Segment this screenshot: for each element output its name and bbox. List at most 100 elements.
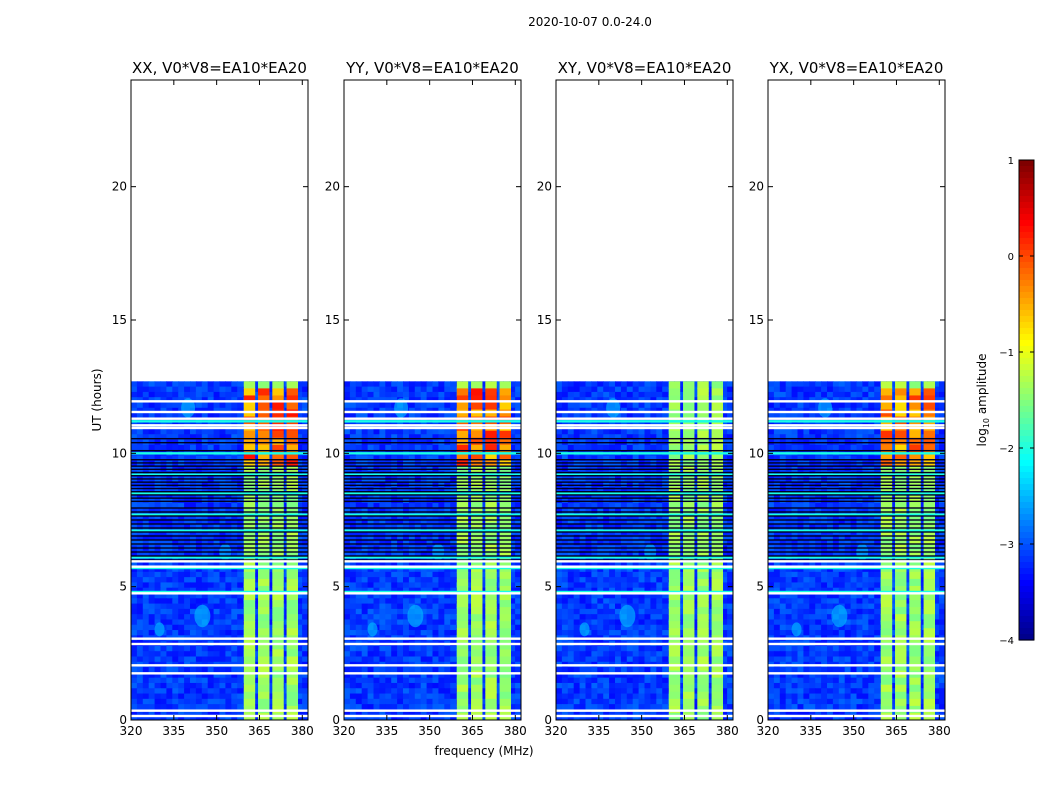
heatmap-cell bbox=[397, 678, 404, 684]
rfi-band-cell bbox=[471, 685, 482, 693]
heatmap-cell bbox=[374, 429, 381, 435]
heatmap-cell bbox=[391, 604, 398, 610]
dark-line bbox=[344, 485, 521, 486]
heatmap-cell bbox=[379, 524, 386, 530]
heatmap-cell bbox=[131, 508, 138, 514]
heatmap-cell bbox=[220, 619, 227, 625]
heatmap-cell bbox=[444, 381, 451, 387]
emission-blob bbox=[407, 605, 423, 627]
heatmap-cell bbox=[237, 657, 244, 663]
heatmap-cell bbox=[368, 387, 375, 393]
heatmap-cell bbox=[362, 403, 369, 409]
heatmap-cell bbox=[190, 625, 197, 631]
heatmap-cell bbox=[237, 582, 244, 588]
heatmap-cell bbox=[450, 540, 457, 546]
heatmap-cell bbox=[379, 688, 386, 694]
heatmap-cell bbox=[178, 387, 185, 393]
heatmap-cell bbox=[196, 540, 203, 546]
dark-line bbox=[131, 555, 308, 556]
heatmap-cell bbox=[196, 577, 203, 583]
heatmap-cell bbox=[385, 657, 392, 663]
heatmap-cell bbox=[633, 429, 640, 435]
heatmap-cell bbox=[350, 381, 357, 387]
heatmap-cell bbox=[237, 445, 244, 451]
heatmap-cell bbox=[385, 403, 392, 409]
heatmap-cell bbox=[166, 651, 173, 657]
heatmap-cell bbox=[149, 598, 156, 604]
heatmap-cell bbox=[131, 619, 138, 625]
heatmap-cell bbox=[220, 582, 227, 588]
heatmap-cell bbox=[662, 392, 669, 398]
heatmap-cell bbox=[391, 657, 398, 663]
heatmap-cell bbox=[427, 381, 434, 387]
heatmap-cell bbox=[427, 577, 434, 583]
heatmap-cell bbox=[645, 387, 652, 393]
heatmap-cell bbox=[184, 619, 191, 625]
rfi-band-cell bbox=[471, 628, 482, 636]
heatmap-cell bbox=[374, 540, 381, 546]
heatmap-cell bbox=[166, 699, 173, 705]
heatmap-cell bbox=[225, 704, 232, 710]
heatmap-cell bbox=[196, 508, 203, 514]
heatmap-cell bbox=[379, 683, 386, 689]
heatmap-cell bbox=[368, 508, 375, 514]
heatmap-cell bbox=[350, 604, 357, 610]
heatmap-cell bbox=[220, 508, 227, 514]
rfi-band-cell bbox=[244, 607, 255, 615]
heatmap-cell bbox=[627, 387, 634, 393]
rfi-band-cell bbox=[471, 388, 482, 396]
rfi-band-cell bbox=[258, 621, 269, 629]
heatmap-cell bbox=[574, 445, 581, 451]
heatmap-cell bbox=[166, 619, 173, 625]
heatmap-cell bbox=[438, 609, 445, 615]
heatmap-cell bbox=[374, 572, 381, 578]
heatmap-cell bbox=[225, 609, 232, 615]
dark-line bbox=[131, 442, 308, 443]
heatmap-cell bbox=[172, 598, 179, 604]
rfi-band-cell bbox=[485, 614, 496, 622]
heatmap-cell bbox=[350, 683, 357, 689]
heatmap-cell bbox=[237, 609, 244, 615]
heatmap-cell bbox=[350, 572, 357, 578]
heatmap-cell bbox=[597, 381, 604, 387]
heatmap-cell bbox=[415, 392, 422, 398]
heatmap-cell bbox=[362, 381, 369, 387]
heatmap-cell bbox=[137, 508, 144, 514]
heatmap-cell bbox=[574, 387, 581, 393]
heatmap-cell bbox=[137, 524, 144, 530]
rfi-band-cell bbox=[287, 699, 298, 707]
dark-line bbox=[344, 547, 521, 548]
heatmap-cell bbox=[231, 651, 238, 657]
rfi-band-cell bbox=[272, 381, 283, 389]
heatmap-cell bbox=[433, 445, 440, 451]
heatmap-cell bbox=[556, 387, 563, 393]
rfi-band-cell bbox=[244, 388, 255, 396]
heatmap-cell bbox=[656, 445, 663, 451]
heatmap-cell bbox=[131, 683, 138, 689]
heatmap-cell bbox=[231, 683, 238, 689]
heatmap-cell bbox=[161, 683, 168, 689]
rfi-band-cell bbox=[500, 410, 511, 418]
heatmap-cell bbox=[415, 657, 422, 663]
heatmap-cell bbox=[350, 609, 357, 615]
rfi-band-cell bbox=[272, 628, 283, 636]
heatmap-cell bbox=[438, 387, 445, 393]
heatmap-cell bbox=[403, 688, 410, 694]
heatmap-cell bbox=[379, 704, 386, 710]
heatmap-cell bbox=[433, 582, 440, 588]
flag-line bbox=[344, 672, 521, 674]
heatmap-cell bbox=[161, 403, 168, 409]
dark-line bbox=[344, 497, 521, 498]
heatmap-cell bbox=[166, 524, 173, 530]
dark-line bbox=[131, 462, 308, 463]
heatmap-cell bbox=[161, 667, 168, 673]
heatmap-cell bbox=[149, 678, 156, 684]
heatmap-cell bbox=[231, 540, 238, 546]
heatmap-cell bbox=[231, 688, 238, 694]
heatmap-cell bbox=[385, 540, 392, 546]
heatmap-cell bbox=[597, 387, 604, 393]
heatmap-cell bbox=[149, 704, 156, 710]
rfi-band-cell bbox=[471, 657, 482, 665]
heatmap-cell bbox=[202, 403, 209, 409]
heatmap-cell bbox=[615, 429, 622, 435]
